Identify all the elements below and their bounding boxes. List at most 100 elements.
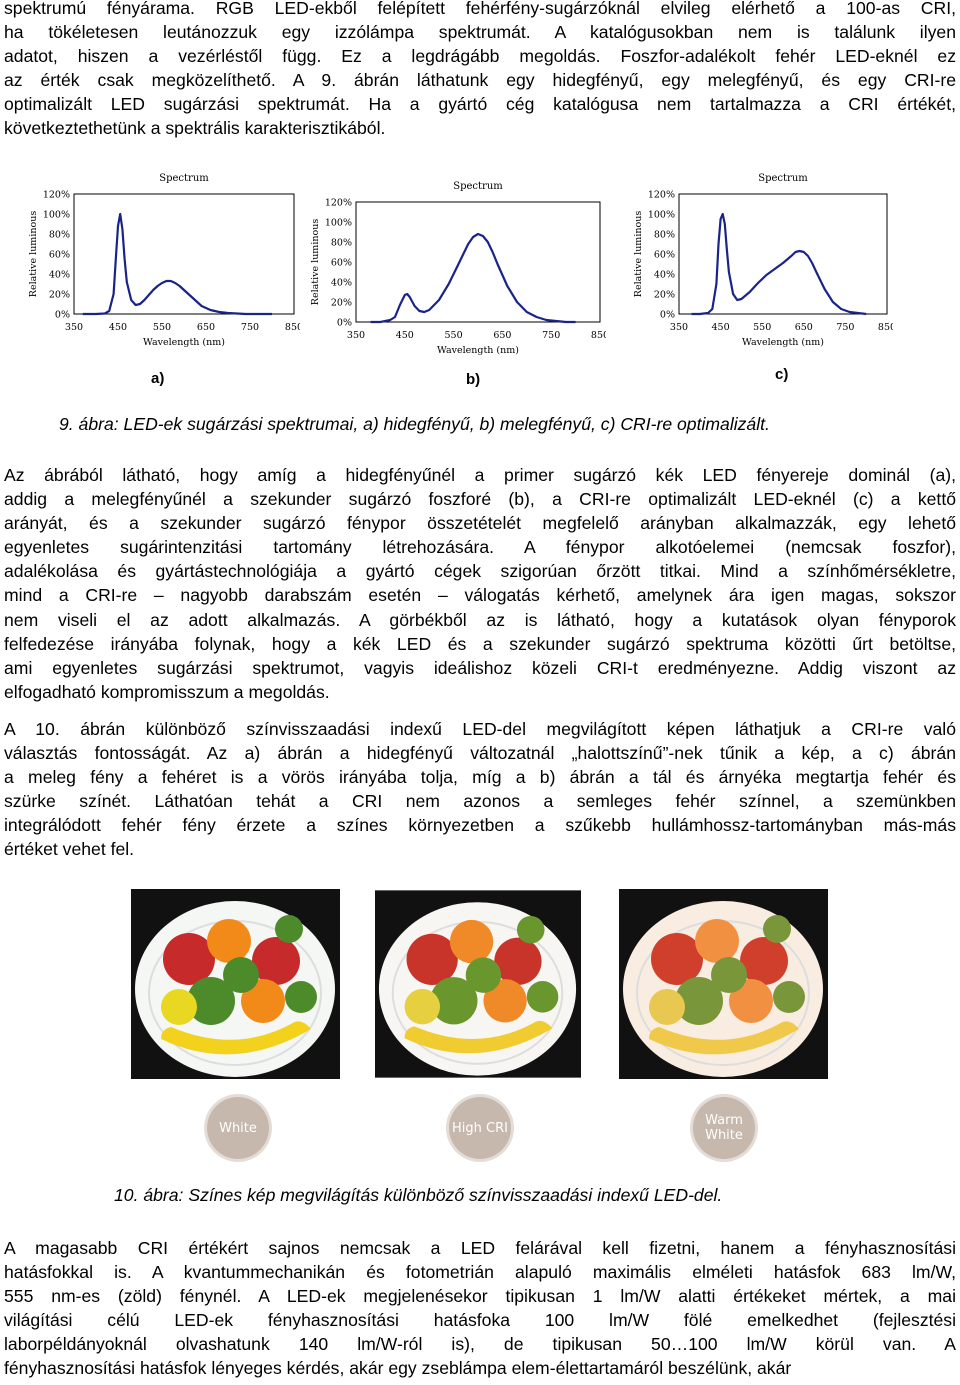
fruit-photo-white: [131, 889, 340, 1084]
x-tick-label: 750: [542, 330, 560, 341]
x-tick-label: 750: [241, 322, 259, 333]
para2-line: elfogadható kompromisszum a megoldás.: [4, 681, 330, 702]
y-tick-label: 80%: [654, 230, 675, 241]
x-tick-label: 350: [347, 330, 365, 341]
green-apple-shape: [430, 977, 478, 1025]
lime-shape: [526, 981, 559, 1013]
y-tick-label: 60%: [331, 258, 352, 269]
x-tick-label: 450: [712, 322, 730, 333]
badge-text-line: High CRI: [452, 1120, 508, 1136]
apple-shape: [651, 933, 703, 985]
orange-shape: [695, 919, 739, 963]
badge-white: White: [207, 1097, 269, 1159]
para4-line: A magasabb CRI értékért sajnos nemcsak a…: [4, 1238, 956, 1258]
x-tick-label: 650: [197, 322, 215, 333]
y-tick-label: 120%: [325, 198, 352, 209]
plot-frame: [678, 193, 888, 315]
chart-title: Spectrum: [453, 181, 503, 192]
figure-10-caption: 10. ábra: Színes kép megvilágítás különb…: [114, 1185, 723, 1205]
banana-shape: [161, 1021, 311, 1055]
para1-line: adatot, hiszen a vezérléstől függ. Ez a …: [4, 46, 956, 67]
orange-shape: [729, 979, 773, 1023]
x-tick-label: 650: [493, 330, 511, 341]
badge-text-line: Warm: [705, 1113, 743, 1128]
spectrum-chart-a: Spectrum 0% 20% 40% 60% 80% 100% 120% 350 450 550 6…: [22, 166, 300, 362]
para4-line: világítási célú LED-ek fényhasznosítási …: [4, 1310, 956, 1331]
spectrum-line: [82, 212, 272, 316]
para1-line: ha tökéletesen leutánozzuk egy izzólámpa…: [4, 22, 956, 43]
fruit-photo-high-cri: [375, 889, 581, 1084]
para1-line: az érték csak megközelíthető. A 9. ábrán…: [4, 70, 956, 91]
y-tick-label: 120%: [43, 190, 70, 201]
green-apple-shape: [223, 957, 259, 993]
y-tick-label: 100%: [325, 218, 352, 229]
orange-shape: [207, 919, 251, 963]
lemon-shape: [649, 989, 685, 1025]
para4-line: fényhasznosítási hatásfok lényeges kérdé…: [4, 1358, 792, 1379]
orange-shape: [241, 979, 285, 1023]
x-tick-label: 550: [445, 330, 463, 341]
para3-line: A 10. ábrán különböző színvisszaadási in…: [4, 719, 956, 739]
badge-text-line: White: [219, 1120, 257, 1136]
y-tick-label: 100%: [648, 210, 675, 221]
x-axis-label: Wavelength (nm): [742, 337, 824, 348]
y-tick-label: 40%: [331, 278, 352, 289]
para2-line: adalékolása és gyártástechnológiája a gy…: [4, 561, 956, 582]
y-tick-label: 80%: [331, 238, 352, 249]
apple-shape: [163, 933, 215, 985]
lime-shape: [763, 915, 791, 943]
lime-shape: [285, 981, 317, 1013]
para3-line: szürke színét. Láthatóan tehát a CRI nem…: [4, 791, 956, 812]
orange-shape: [483, 979, 527, 1023]
badge-warm-white-label: Warm White: [705, 1113, 743, 1143]
y-tick-label: 60%: [654, 250, 675, 261]
x-tick-label: 450: [109, 322, 127, 333]
para3-line: értéket vehet fel.: [4, 839, 135, 860]
plot-frame: [355, 201, 601, 323]
y-tick-label: 100%: [43, 210, 70, 221]
banana-shape: [649, 1021, 799, 1055]
sublabel-c: c): [775, 366, 789, 383]
x-tick-label: 450: [396, 330, 414, 341]
para1-line: spektrumú fényárama. RGB LED-ekből felép…: [4, 0, 956, 18]
green-apple-shape: [187, 977, 235, 1025]
efficiency-paragraph: A magasabb CRI értékért sajnos nemcsak a…: [4, 1236, 956, 1381]
para2-line: addig a melegfényűnél a szekunder sugárz…: [4, 489, 956, 510]
intro-paragraph: spektrumú fényárama. RGB LED-ekből felép…: [4, 0, 956, 141]
badge-high-cri-label: High CRI: [452, 1121, 508, 1136]
para1-line: optimalizált LED sugárzási spektrumát. H…: [4, 94, 956, 115]
x-tick-label: 350: [65, 322, 83, 333]
lemon-shape: [404, 988, 441, 1025]
figure-9-caption: 9. ábra: LED-ek sugárzási spektrumai, a)…: [59, 414, 770, 434]
badge-white-label: White: [219, 1121, 257, 1136]
para4-line: laborpéldányoknál olvashatunk 140 lm/W-r…: [4, 1334, 956, 1355]
spectrum-chart-a-svg: Spectrum 0% 20% 40% 60% 80% 100% 120% 350 450 550 6…: [28, 173, 300, 348]
para2-line: egyenletes sugárintenzitási tartomány lé…: [4, 537, 956, 558]
spectrum-chart-c-svg: Spectrum 0% 20% 40% 60% 80% 100% 120% 350 450 550 6…: [633, 173, 893, 348]
para4-line: hatásfokkal is. A kvantummechanikán és f…: [4, 1262, 956, 1283]
spectrum-chart-b-svg: Spectrum 0% 20% 40% 60% 80% 100% 120% 350 450 550 6…: [310, 181, 606, 356]
lime-shape: [773, 981, 805, 1013]
analysis-paragraph: Az ábrából látható, hogy amíg a hidegfén…: [4, 463, 956, 704]
y-tick-label: 40%: [654, 270, 675, 281]
apple-shape: [494, 937, 542, 985]
para2-line: arányát, és a szekunder sugárzó fénypor …: [4, 513, 956, 534]
y-tick-label: 0%: [337, 318, 352, 329]
y-tick-label: 80%: [49, 230, 70, 241]
x-tick-label: 650: [795, 322, 813, 333]
para2-line: mind a CRI-re – nagyobb darabszám esetén…: [4, 585, 956, 606]
para2-line: nem viseli el az adott alkalmazás. A gör…: [4, 609, 956, 630]
orange-shape: [449, 919, 494, 964]
lemon-shape: [161, 989, 197, 1025]
para3-line: integrálódott fehér fény érzete a színes…: [4, 815, 956, 836]
y-tick-label: 60%: [49, 250, 70, 261]
y-tick-label: 20%: [49, 290, 70, 301]
x-tick-label: 550: [153, 322, 171, 333]
green-apple-shape: [711, 957, 747, 993]
para2-line: Az ábrából látható, hogy amíg a hidegfén…: [4, 465, 956, 485]
para2-line: felfedezése irányába folynak, hogy a kék…: [4, 633, 956, 654]
y-tick-label: 120%: [648, 190, 675, 201]
para3-line: választás fontosságát. Az a) ábrán a hid…: [4, 743, 956, 764]
x-tick-label: 750: [836, 322, 854, 333]
badge-text-line: White: [705, 1128, 743, 1143]
